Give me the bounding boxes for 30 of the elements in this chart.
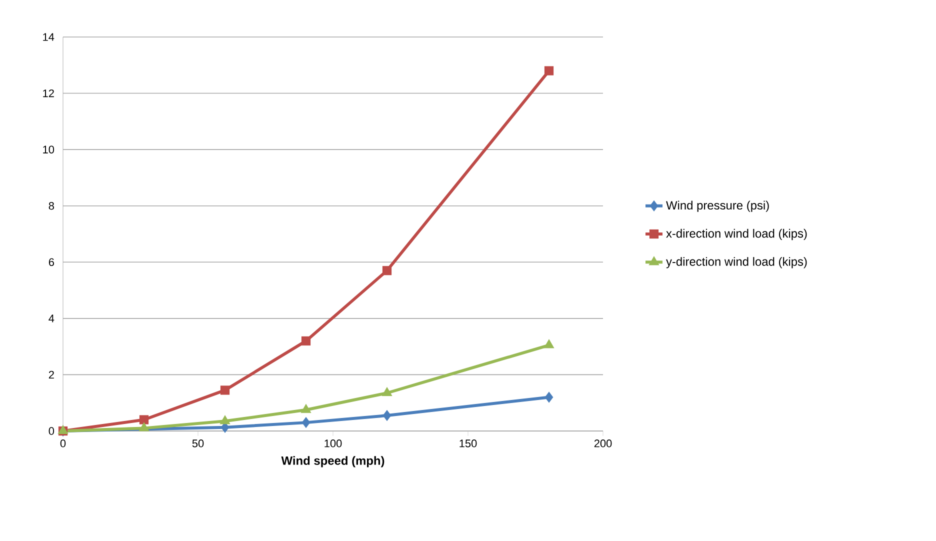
point bbox=[220, 386, 230, 395]
point bbox=[382, 386, 392, 396]
legend-label: y-direction wind load (kips) bbox=[666, 257, 807, 268]
point bbox=[382, 266, 392, 276]
y-tick-label: 10 bbox=[43, 146, 54, 154]
point bbox=[544, 392, 554, 403]
point bbox=[302, 416, 310, 428]
point bbox=[382, 410, 392, 422]
x-tick-label: 100 bbox=[324, 440, 342, 448]
x-tick-label: 200 bbox=[594, 440, 612, 448]
x-axis-title: Wind speed (mph) bbox=[281, 456, 384, 468]
x-tick-label: 0 bbox=[60, 440, 66, 448]
point bbox=[544, 66, 554, 76]
y-tick-label: 4 bbox=[48, 314, 54, 322]
point bbox=[220, 415, 230, 424]
x-tick-label: 150 bbox=[460, 440, 477, 448]
point bbox=[139, 415, 149, 424]
legend-label: Wind pressure (psi) bbox=[666, 200, 769, 212]
point bbox=[300, 404, 312, 413]
legend-label: x-direction wind load (kips) bbox=[666, 228, 807, 240]
y-tick-label: 6 bbox=[48, 258, 54, 266]
x-tick-label: 50 bbox=[192, 440, 204, 448]
y-tick-label: 2 bbox=[48, 370, 54, 379]
y-tick-label: 14 bbox=[43, 33, 54, 41]
point bbox=[544, 339, 554, 348]
point bbox=[301, 336, 311, 346]
y-tick-label: 0 bbox=[48, 427, 54, 435]
y-tick-label: 8 bbox=[48, 202, 54, 210]
point bbox=[138, 422, 150, 432]
y-tick-label: 12 bbox=[43, 89, 54, 98]
